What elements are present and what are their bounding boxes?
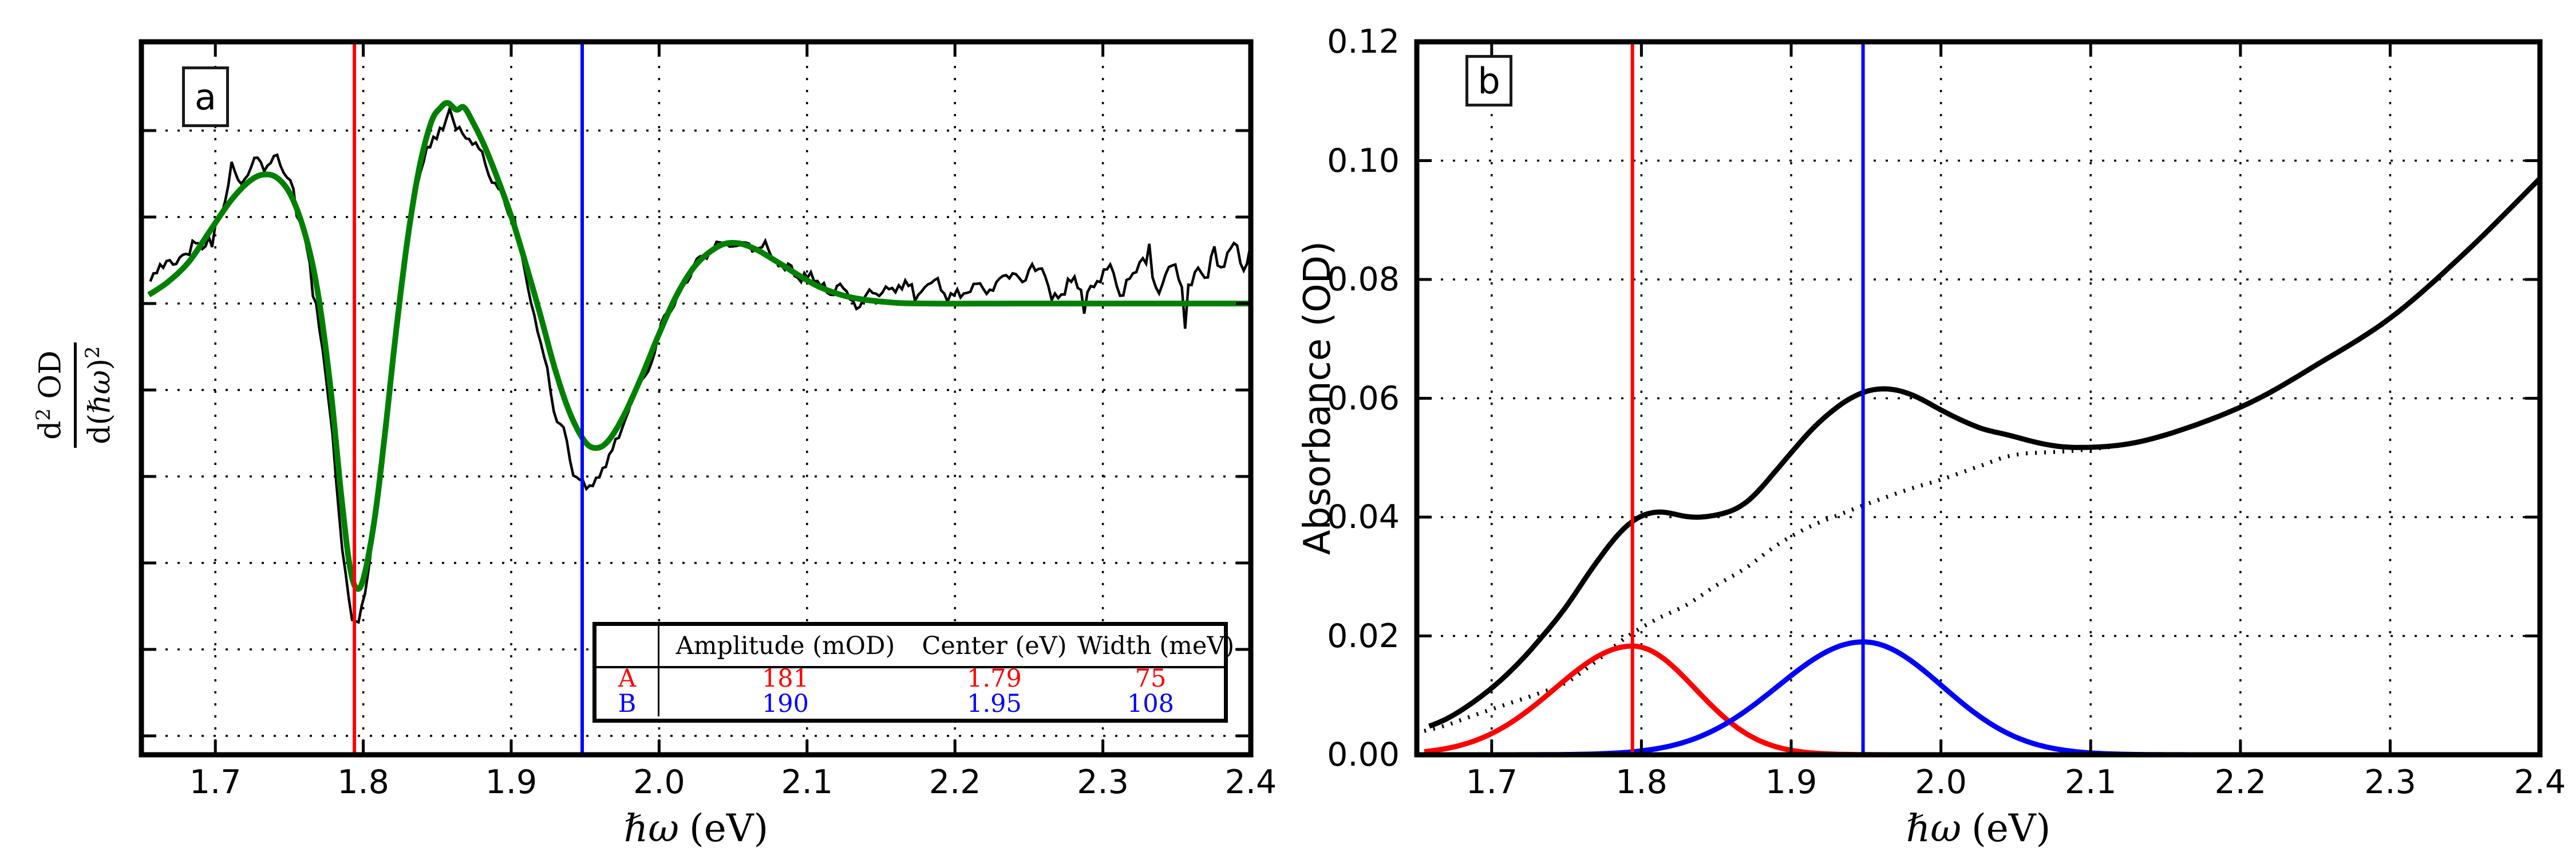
table-header-amplitude: Amplitude (mOD) — [659, 626, 911, 668]
y-tick-label-b: 0.04 — [1327, 498, 1400, 536]
panel-a-label-box: a — [182, 66, 229, 127]
fit-parameters-table: Amplitude (mOD) Center (eV) Width (meV) … — [592, 622, 1234, 723]
x-tick-label-a: 2.4 — [1224, 763, 1277, 801]
panel-a-y-axis-label: d2 OD d(ℏω)2 — [29, 258, 120, 533]
x-tick-label-b: 2.2 — [2214, 763, 2267, 801]
x-tick-label-a: 1.8 — [337, 763, 389, 801]
x-tick-label-a: 2.2 — [929, 763, 981, 801]
panel-b — [1417, 42, 2540, 755]
data-curve-black — [149, 104, 1251, 624]
x-tick-label-a: 2.0 — [633, 763, 685, 801]
x-tick-label-b: 2.1 — [2064, 763, 2117, 801]
x-tick-label-a: 1.7 — [189, 763, 242, 801]
x-tick-label-a: 2.3 — [1077, 763, 1129, 801]
y-tick-label-b: 0.12 — [1327, 23, 1400, 61]
table-header-center: Center (eV) — [911, 626, 1077, 668]
row-b-label: B — [596, 691, 659, 716]
peak-a-curve-red — [1424, 643, 2540, 755]
row-b-amplitude: 190 — [761, 689, 809, 718]
panel-a-label: a — [195, 76, 216, 118]
x-tick-label-b: 2.0 — [1915, 763, 1967, 801]
x-tick-label-b: 1.9 — [1765, 763, 1818, 801]
y-tick-label-b: 0.00 — [1327, 736, 1400, 774]
panel-b-label: b — [1477, 60, 1500, 102]
table-row: A 181 1.79 75 — [596, 666, 1224, 691]
x-tick-label-b: 1.8 — [1615, 763, 1668, 801]
background-curve-dotted — [1424, 177, 2540, 733]
table-row: B 190 1.95 108 — [596, 691, 1224, 716]
panel-b-x-axis-label: ℏω (eV) — [1906, 806, 2051, 850]
row-a-center: 1.79 — [967, 664, 1022, 693]
table-header-blank — [596, 626, 659, 668]
y-tick-label-b: 0.10 — [1327, 141, 1400, 180]
y-tick-label-b: 0.02 — [1327, 617, 1400, 655]
table-header-width: Width (meV) — [1077, 626, 1234, 668]
axes-frame — [139, 39, 1254, 758]
row-b-center: 1.95 — [967, 689, 1022, 718]
x-tick-label-a: 2.1 — [781, 763, 833, 801]
row-b-width: 108 — [1127, 689, 1175, 718]
y-tick-label-b: 0.06 — [1327, 379, 1400, 417]
x-tick-label-b: 2.3 — [2364, 763, 2416, 801]
derivative-fraction: d2 OD d(ℏω)2 — [32, 342, 117, 448]
row-a-width: 75 — [1135, 664, 1167, 693]
x-tick-label-b: 1.7 — [1465, 763, 1518, 801]
row-a-amplitude: 181 — [761, 664, 809, 693]
panel-a-x-axis-label: ℏω (eV) — [623, 806, 769, 850]
fit-curve-green — [147, 100, 1251, 592]
row-a-label: A — [596, 666, 659, 691]
total-curve-black — [1428, 176, 2540, 729]
x-tick-label-a: 1.9 — [485, 763, 538, 801]
x-tick-label-b: 2.4 — [2514, 763, 2566, 801]
y-tick-label-b: 0.08 — [1327, 261, 1400, 298]
table-header-row: Amplitude (mOD) Center (eV) Width (meV) — [596, 626, 1234, 668]
panel-b-label-box: b — [1465, 55, 1512, 107]
